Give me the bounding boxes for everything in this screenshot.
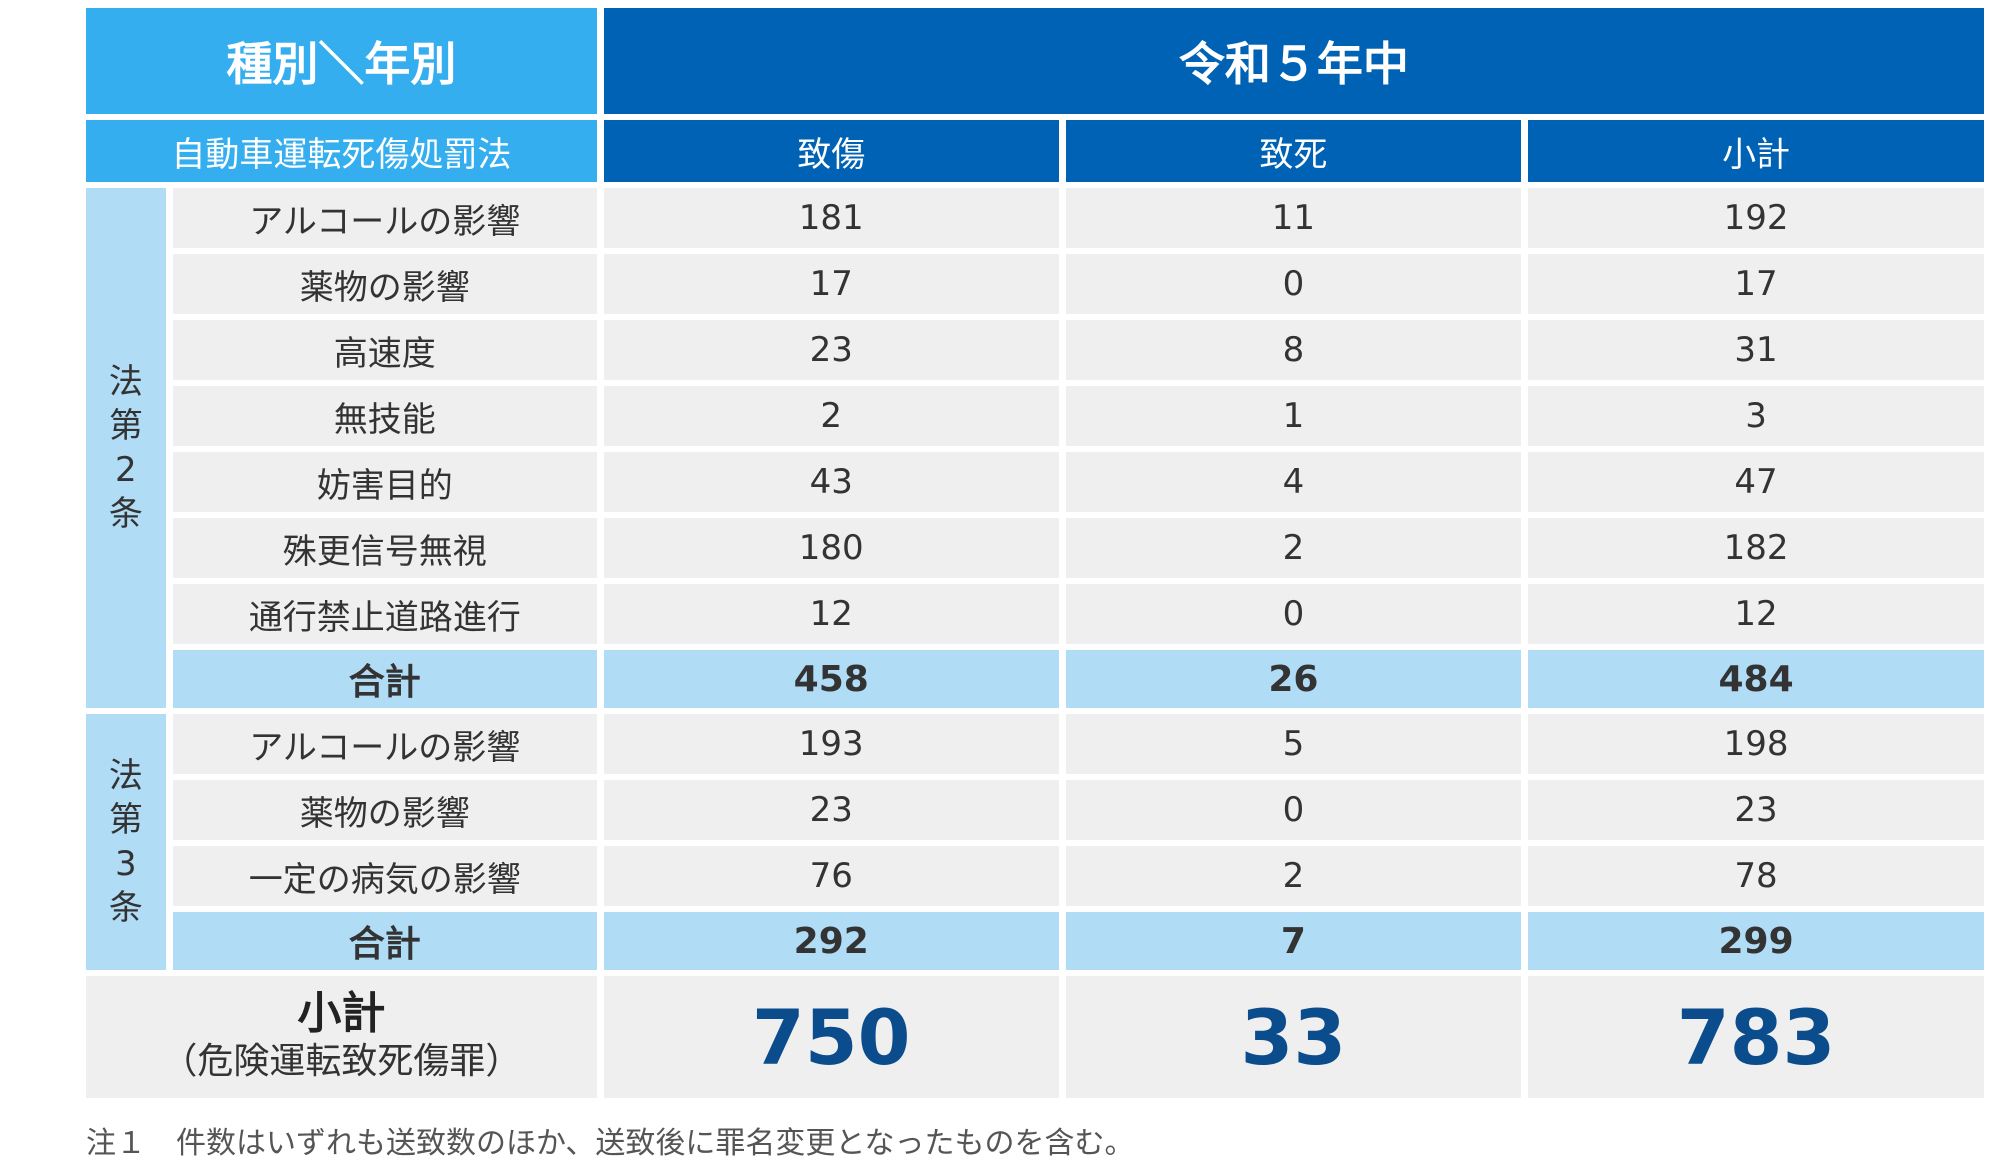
cell-injury: 181 (603, 188, 1059, 248)
grand-total-subtitle: （危険運転致死傷罪） (161, 1041, 522, 1082)
row-category: 高速度 (172, 320, 597, 380)
section3-label-char: 法 (108, 756, 143, 796)
row-category: 妨害目的 (172, 452, 597, 512)
cell-death: 2 (1065, 518, 1522, 578)
table-row: 法 第 2 条 アルコールの影響 181 11 192 (86, 188, 1984, 708)
cell-subtotal: 198 (1528, 714, 1984, 774)
cell-death: 0 (1065, 254, 1522, 314)
section2-total-injury: 458 (603, 650, 1059, 708)
cell-death: 4 (1065, 452, 1522, 512)
section2-label-char: 2 (115, 450, 137, 490)
section2-total-death: 26 (1065, 650, 1522, 708)
section3-total-death: 7 (1065, 912, 1522, 970)
row-category: アルコールの影響 (172, 188, 597, 248)
header-row-columns: 自動車運転死傷処罰法 致傷 致死 小計 (86, 120, 1984, 182)
cell-death: 0 (1065, 780, 1522, 840)
table-row: 無技能 2 1 3 (86, 386, 1984, 446)
section2-total-label: 合計 (172, 650, 597, 708)
row-category: 通行禁止道路進行 (172, 584, 597, 644)
cell-death: 8 (1065, 320, 1522, 380)
section2-label-char: 第 (108, 406, 143, 446)
cell-subtotal: 182 (1528, 518, 1984, 578)
row-category: アルコールの影響 (172, 714, 597, 774)
cell-injury: 180 (603, 518, 1059, 578)
grand-total-label: 小計 （危険運転致死傷罪） (86, 976, 597, 1098)
section2-label-char: 条 (108, 494, 143, 534)
cell-subtotal: 47 (1528, 452, 1984, 512)
dangerous-driving-statistics-table: 種別＼年別 令和５年中 自動車運転死傷処罰法 致傷 致死 小計 法 第 2 条 … (79, 2, 1991, 1104)
section3-total-row: 合計 292 7 299 (86, 912, 1984, 970)
row-category: 無技能 (172, 386, 597, 446)
header-row-year: 種別＼年別 令和５年中 (86, 8, 1984, 114)
row-category: 薬物の影響 (172, 254, 597, 314)
grand-total-title: 小計 (297, 988, 386, 1039)
section3-label-char: 条 (108, 888, 143, 928)
cell-subtotal: 31 (1528, 320, 1984, 380)
header-col-death: 致死 (1065, 120, 1522, 182)
table-row: 高速度 23 8 31 (86, 320, 1984, 380)
grand-total-row: 小計 （危険運転致死傷罪） 750 33 783 (86, 976, 1984, 1098)
table-row: 法 第 3 条 アルコールの影響 193 5 198 (86, 714, 1984, 970)
cell-injury: 2 (603, 386, 1059, 446)
footnote: 注１ 件数はいずれも送致数のほか、送致後に罪名変更となったものを含む。 (86, 1126, 1135, 1161)
section3-total-subtotal: 299 (1528, 912, 1984, 970)
header-col-subtotal: 小計 (1528, 120, 1984, 182)
row-category: 殊更信号無視 (172, 518, 597, 578)
table-row: 通行禁止道路進行 12 0 12 (86, 584, 1984, 644)
grand-total-injury: 750 (603, 976, 1059, 1098)
cell-subtotal: 17 (1528, 254, 1984, 314)
section3-label-char: 第 (108, 800, 143, 840)
cell-injury: 23 (603, 320, 1059, 380)
row-category: 薬物の影響 (172, 780, 597, 840)
cell-subtotal: 3 (1528, 386, 1984, 446)
cell-subtotal: 78 (1528, 846, 1984, 906)
section3-label: 法 第 3 条 (86, 714, 166, 970)
table-row: 薬物の影響 23 0 23 (86, 780, 1984, 840)
section2-total-subtotal: 484 (1528, 650, 1984, 708)
cell-injury: 23 (603, 780, 1059, 840)
table-row: 妨害目的 43 4 47 (86, 452, 1984, 512)
section2-label-char: 法 (108, 362, 143, 402)
cell-death: 1 (1065, 386, 1522, 446)
cell-injury: 43 (603, 452, 1059, 512)
section2-total-row: 合計 458 26 484 (86, 650, 1984, 708)
table-row: 薬物の影響 17 0 17 (86, 254, 1984, 314)
cell-injury: 193 (603, 714, 1059, 774)
header-law-label: 自動車運転死傷処罰法 (86, 120, 597, 182)
header-corner: 種別＼年別 (86, 8, 597, 114)
section3-total-injury: 292 (603, 912, 1059, 970)
table-row: 殊更信号無視 180 2 182 (86, 518, 1984, 578)
row-category: 一定の病気の影響 (172, 846, 597, 906)
cell-death: 11 (1065, 188, 1522, 248)
cell-subtotal: 12 (1528, 584, 1984, 644)
section2-label: 法 第 2 条 (86, 188, 166, 708)
table-row: 一定の病気の影響 76 2 78 (86, 846, 1984, 906)
cell-subtotal: 192 (1528, 188, 1984, 248)
cell-death: 5 (1065, 714, 1522, 774)
header-col-injury: 致傷 (603, 120, 1059, 182)
cell-death: 0 (1065, 584, 1522, 644)
cell-injury: 76 (603, 846, 1059, 906)
cell-injury: 12 (603, 584, 1059, 644)
cell-death: 2 (1065, 846, 1522, 906)
cell-injury: 17 (603, 254, 1059, 314)
grand-total-death: 33 (1065, 976, 1522, 1098)
cell-subtotal: 23 (1528, 780, 1984, 840)
statistics-table-wrap: 種別＼年別 令和５年中 自動車運転死傷処罰法 致傷 致死 小計 法 第 2 条 … (86, 8, 1991, 1104)
header-year: 令和５年中 (603, 8, 1984, 114)
section3-total-label: 合計 (172, 912, 597, 970)
section3-label-char: 3 (115, 844, 137, 884)
grand-total-subtotal: 783 (1528, 976, 1984, 1098)
